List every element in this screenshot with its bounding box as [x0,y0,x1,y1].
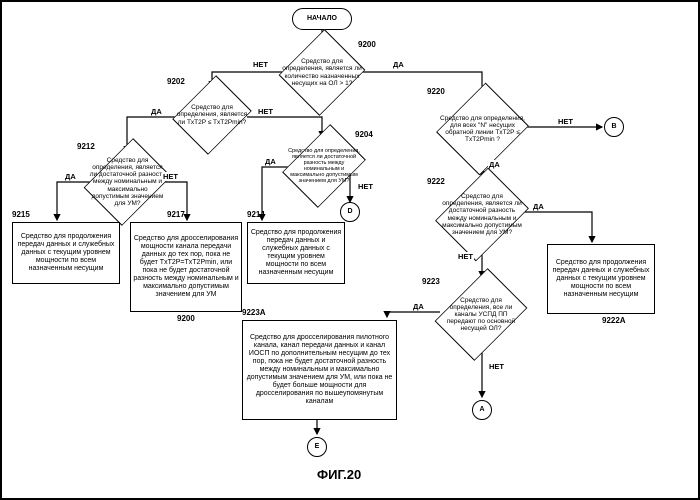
decision-9204: Средство для определения, является ли до… [289,132,359,200]
decision-9220-text: Средство для определения, для всех "N" н… [432,94,534,164]
edge-no: НЕТ [457,252,474,261]
process-9222a-text: Средство для продолжения передач данных … [550,259,652,299]
ref-9200: 9200 [358,40,376,49]
ref-9222: 9222 [427,177,445,186]
edge-no: НЕТ [162,172,179,181]
process-9214-text: Средство для продолжения передач данных … [250,229,342,277]
decision-9204-text: Средство для определения, является ли до… [282,132,366,200]
edge-no: НЕТ [488,362,505,371]
decision-9212-text: Средство для определения, является ли до… [83,147,173,217]
decision-9222-text: Средство для определения, является ли до… [434,177,530,252]
connector-e: E [307,437,327,457]
ref-9223a: 9223A [242,308,266,317]
process-9215-text: Средство для продолжения передач данных … [15,233,117,273]
ref-9212: 9212 [77,142,95,151]
start-label: НАЧАЛО [307,15,337,23]
edge-no: НЕТ [252,60,269,69]
decision-9222: Средство для определения, является ли до… [442,177,522,252]
edge-yes: ДА [532,202,545,211]
connector-d: D [340,202,360,222]
process-9223a-text: Средство для дросселирования пилотного к… [245,334,394,406]
decision-9202: Средство для определения, является ли Tx… [177,84,247,146]
ref-9222a: 9222A [602,316,626,325]
decision-9220: Средство для определения, для всех "N" н… [440,94,525,164]
edge-yes: ДА [392,60,405,69]
ref-9204: 9204 [355,130,373,139]
decision-9223-text: Средство для определения, все ли каналы … [434,277,528,352]
connector-b: B [604,117,624,137]
edge-no: НЕТ [357,182,374,191]
edge-no: НЕТ [557,117,574,126]
ref-9223: 9223 [422,277,440,286]
edge-yes: ДА [150,107,163,116]
process-9215: Средство для продолжения передач данных … [12,222,120,284]
process-9214: Средство для продолжения передач данных … [247,222,345,284]
decision-9200: Средство для определения, является ли ко… [282,40,362,105]
decision-9212: Средство для определения, является ли до… [90,147,165,217]
flowchart-canvas: НАЧАЛО Средство для определения, являетс… [0,0,700,500]
connector-a-label: A [479,406,484,414]
ref-9200b: 9200 [177,314,195,323]
process-9217: Средство для дросселирования мощности ка… [130,222,242,312]
process-9222a: Средство для продолжения передач данных … [547,244,655,314]
edge-yes: ДА [64,172,77,181]
connector-b-label: B [611,123,616,131]
decision-9200-text: Средство для определения, является ли ко… [274,40,370,105]
ref-9220: 9220 [427,87,445,96]
edge-yes: ДА [412,302,425,311]
edge-yes: ДА [264,157,277,166]
ref-9217: 9217 [167,210,185,219]
edge-no: НЕТ [257,107,274,116]
connector-d-label: D [347,208,352,216]
process-9223a: Средство для дросселирования пилотного к… [242,320,397,420]
connector-e-label: E [315,443,320,451]
process-9217-text: Средство для дросселирования мощности ка… [133,235,239,299]
decision-9202-text: Средство для определения, является ли Tx… [170,84,254,146]
connector-a: A [472,400,492,420]
figure-caption: ФИГ.20 [317,467,361,482]
ref-9215: 9215 [12,210,30,219]
start-terminal: НАЧАЛО [292,8,352,30]
decision-9223: Средство для определения, все ли каналы … [442,277,520,352]
ref-9214: 9214 [247,210,265,219]
ref-9202: 9202 [167,77,185,86]
edge-yes: ДА [488,160,501,169]
